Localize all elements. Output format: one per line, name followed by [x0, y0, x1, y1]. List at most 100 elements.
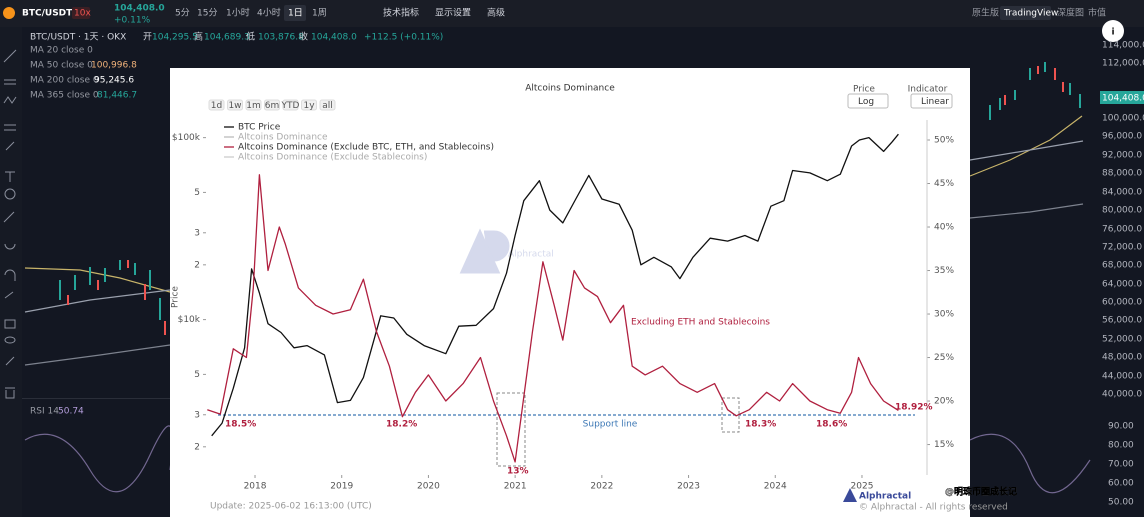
view-tab[interactable]: TradingView: [1003, 9, 1058, 19]
series-line: [207, 174, 899, 463]
view-tab[interactable]: 原生版: [972, 7, 999, 19]
range-label: 6m: [265, 101, 280, 111]
leverage-tag: [72, 7, 90, 19]
range-button[interactable]: [319, 99, 336, 111]
tool-button[interactable]: 显示设置: [435, 8, 471, 19]
rsi-axis-label: 80.00: [1108, 441, 1134, 451]
coin-icon: [3, 7, 15, 19]
dropdown-value: Log: [858, 97, 874, 107]
watermark-text: Alphractal: [508, 250, 554, 260]
leverage[interactable]: 10x: [74, 9, 91, 19]
active-view: [1000, 6, 1051, 20]
price-axis-bg: [1095, 27, 1144, 517]
x-tick-label: 2018: [244, 482, 267, 492]
range-button[interactable]: [264, 99, 280, 111]
tool-button[interactable]: 技术指标: [383, 7, 419, 19]
y2-tick-label: 20%: [934, 397, 954, 407]
price-axis-label: 64,000.0: [1102, 280, 1142, 290]
dropdown[interactable]: [910, 93, 953, 109]
range-button[interactable]: [282, 99, 299, 111]
timeframe[interactable]: 4小时: [257, 7, 281, 19]
current-price-tag: [1100, 91, 1144, 104]
rsi-separator: [22, 398, 170, 399]
x-tick-label: 2025: [851, 482, 874, 492]
range-label: 1d: [211, 101, 222, 111]
highlight-box: [496, 392, 526, 467]
price-axis-label: 104,408.0: [1102, 94, 1144, 104]
ohlc-value: 104,295.5: [152, 33, 198, 43]
x-tick-label: 2021: [504, 482, 527, 492]
range-button[interactable]: [227, 99, 243, 111]
y2-tick-label: 30%: [934, 310, 954, 320]
range-button[interactable]: [208, 99, 225, 111]
view-tab[interactable]: 深度图: [1057, 7, 1084, 19]
left-toolbar: [0, 27, 22, 517]
y-tick-label: 2: [194, 260, 200, 270]
y-tick-label: 5: [194, 188, 200, 198]
rsi-axis-label: 90.00: [1108, 422, 1134, 432]
y2-tick-label: 40%: [934, 223, 954, 233]
range-label: all: [322, 101, 333, 111]
symbol: BTC/USDT · 1天 · OKX: [30, 33, 126, 43]
pair[interactable]: BTC/USDT: [22, 9, 73, 19]
timeframe[interactable]: 1日: [288, 8, 303, 19]
view-tab[interactable]: 市值: [1088, 7, 1106, 19]
chart-title: Altcoins Dominance: [525, 84, 615, 94]
price-axis-label: 114,000.0: [1102, 41, 1144, 51]
copyright: © Alphractal - All rights reserved: [859, 503, 1008, 513]
ma-label: MA 20 close 0: [30, 46, 93, 56]
brand: Alphractal: [859, 492, 911, 502]
timeframe[interactable]: 1周: [312, 8, 327, 19]
range-label: 1w: [228, 101, 241, 111]
tool-button[interactable]: 高级: [487, 7, 505, 19]
ohlc-value: 104,408.0: [311, 33, 357, 43]
price-axis-label: 76,000.0: [1102, 225, 1142, 235]
series-line: [211, 133, 899, 437]
ma-value: 100,996.8: [91, 61, 137, 71]
price-axis-label: 84,000.0: [1102, 188, 1142, 198]
y-axis-label: Price: [171, 286, 181, 308]
price-axis-label: 96,000.0: [1102, 132, 1142, 142]
y-tick-label: 5: [194, 370, 200, 380]
support-label: Support line: [583, 420, 638, 430]
dropdown[interactable]: [847, 93, 889, 109]
legend-label: Altcoins Dominance (Exclude Stablecoins): [238, 153, 427, 163]
ma-label: MA 200 close 0: [30, 76, 99, 86]
timeframe[interactable]: 5分: [175, 8, 190, 19]
y-tick-label: $10k: [178, 315, 201, 325]
price-axis-label: 40,000.0: [1102, 390, 1142, 400]
tool-icons: [3, 49, 17, 399]
background-candles: [59, 62, 1081, 335]
price-axis-label: 100,000.0: [1102, 114, 1144, 124]
highlight-box: [721, 397, 740, 433]
timeframe[interactable]: 15分: [197, 8, 217, 19]
range-button[interactable]: [301, 99, 317, 111]
rsi-axis-label: 50.00: [1108, 498, 1134, 508]
x-tick-label: 2019: [330, 482, 353, 492]
y-tick-label: 3: [194, 410, 200, 420]
x-tick-label: 2023: [677, 482, 700, 492]
y-tick-label: 2: [194, 442, 200, 452]
price-axis-label: 68,000.0: [1102, 261, 1142, 271]
annotation: 13%: [507, 467, 529, 477]
timeframe[interactable]: 1小时: [226, 7, 250, 19]
ohlc-key: 开: [143, 32, 152, 43]
rsi-label: RSI 14: [30, 407, 59, 417]
price-axis-label: 80,000.0: [1102, 206, 1142, 216]
legend-label: BTC Price: [238, 123, 281, 133]
y2-tick-label: 35%: [934, 266, 954, 276]
annotation: 18.2%: [386, 420, 417, 430]
info-icon: i: [1111, 28, 1114, 38]
ma-value: 95,245.6: [94, 76, 134, 86]
ma-value: 81,446.7: [97, 91, 137, 101]
price-axis-label: 56,000.0: [1102, 316, 1142, 326]
price-axis-label: 44,000.0: [1102, 372, 1142, 382]
footer: Update: 2025-06-02 16:13:00 (UTC): [210, 502, 372, 512]
range-label: 1m: [246, 101, 261, 111]
range-label: 1y: [303, 101, 315, 111]
info-button[interactable]: [1102, 20, 1124, 42]
range-button[interactable]: [245, 99, 262, 111]
price-axis-label: 60,000.0: [1102, 298, 1142, 308]
ma-label: MA 50 close 0: [30, 61, 93, 71]
active-timeframe: [284, 5, 306, 21]
